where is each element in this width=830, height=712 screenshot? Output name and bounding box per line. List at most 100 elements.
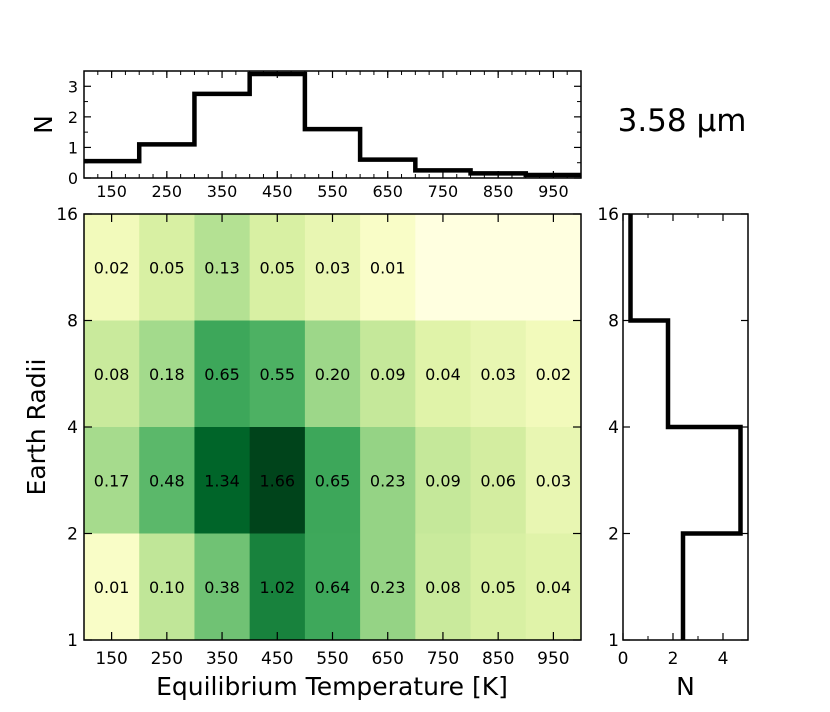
heatmap-cell: [194, 427, 251, 534]
heatmap-x-tick-label: 750: [427, 649, 459, 669]
heatmap-cell: [139, 533, 195, 641]
heatmap-y-tick-label: 8: [67, 312, 78, 332]
heatmap-cell: [360, 427, 416, 534]
heatmap-cell-label: 0.65: [204, 365, 240, 384]
wavelength-label: 3.58 μm: [618, 103, 747, 139]
heatmap-y-tick-label: 16: [56, 205, 78, 225]
top-histogram-y-tick-label: 2: [68, 108, 78, 127]
top-histogram-y-tick-label: 3: [68, 77, 78, 96]
heatmap-cell-label: 0.06: [480, 471, 516, 490]
right-histogram-x-tick-label: 0: [618, 649, 629, 669]
top-histogram-x-tick-label: 450: [262, 182, 293, 201]
right-histogram-y-tick-label: 1: [608, 631, 619, 651]
heatmap-cell: [249, 427, 306, 534]
heatmap-x-tick-label: 850: [482, 649, 514, 669]
heatmap-cell: [470, 320, 527, 428]
heatmap-cell-label: 0.09: [425, 471, 461, 490]
right-histogram-y-tick-label: 4: [608, 418, 619, 438]
top-histogram-x-tick-label: 550: [317, 182, 348, 201]
heatmap-cell-label: 0.10: [149, 578, 185, 597]
heatmap-cell-label: 0.02: [94, 258, 130, 277]
top-histogram-x-tick-label: 850: [483, 182, 514, 201]
heatmap-cell: [249, 533, 306, 641]
top-histogram-y-tick-label: 0: [68, 169, 78, 188]
heatmap-cell: [525, 427, 582, 534]
top-histogram-y-tick-label: 1: [68, 138, 78, 157]
heatmap-cell: [415, 533, 472, 641]
heatmap-x-tick-label: 950: [537, 649, 569, 669]
heatmap-x-axis-label: Equilibrium Temperature [K]: [156, 672, 508, 701]
heatmap-y-tick-label: 1: [67, 631, 78, 651]
heatmap-cell-label: 0.01: [370, 258, 406, 277]
top-histogram: 150 250 350 450 550 650 750 850 950 0 1 2 3N: [29, 70, 582, 201]
heatmap-cell-label: 0.48: [149, 471, 185, 490]
heatmap-cell-label: 0.02: [536, 365, 572, 384]
heatmap-cell-label: 0.03: [480, 365, 516, 384]
heatmap-cell: [470, 427, 527, 534]
heatmap-cell: [360, 320, 416, 428]
heatmap-cell: [304, 533, 361, 641]
heatmap-cell: [194, 533, 251, 641]
heatmap-cell: [194, 214, 251, 321]
heatmap-ticks: 150 250 350 450 550 650 750 850 950 1 2 4 8 16: [56, 205, 581, 669]
right-histogram-y-tick-label: 16: [597, 205, 619, 225]
heatmap-cell: [415, 320, 472, 428]
heatmap-cell: [194, 320, 251, 428]
top-histogram-x-tick-label: 750: [428, 182, 459, 201]
heatmap-cell: [84, 533, 140, 641]
heatmap-cell-label: 0.23: [370, 578, 406, 597]
heatmap-x-tick-label: 350: [206, 649, 238, 669]
heatmap-cell-label: 0.09: [370, 365, 406, 384]
heatmap-cell-label: 0.13: [204, 258, 240, 277]
top-histogram-x-tick-label: 350: [207, 182, 238, 201]
heatmap-cell-label: 0.64: [315, 578, 351, 597]
heatmap-cell-label: 0.04: [425, 365, 461, 384]
heatmap-cell: [360, 214, 416, 321]
heatmap-cell-label: 0.08: [425, 578, 461, 597]
heatmap-cell: [84, 214, 140, 321]
heatmap-cell: [139, 320, 195, 428]
heatmap-cell: [525, 533, 582, 641]
heatmap-cell: [84, 427, 140, 534]
heatmap-cell: [525, 214, 582, 321]
heatmap-cell: [415, 214, 472, 321]
heatmap-y-axis-label: Earth Radii: [22, 359, 51, 496]
heatmap-cell: [470, 214, 527, 321]
heatmap-cell: [304, 320, 361, 428]
top-histogram-step-line: [84, 71, 581, 178]
heatmap-cell: [249, 320, 306, 428]
top-histogram-x-tick-label: 950: [538, 182, 569, 201]
heatmap-cell-label: 0.23: [370, 471, 406, 490]
heatmap-cell-label: 0.08: [94, 365, 130, 384]
right-histogram-x-tick-label: 4: [718, 649, 729, 669]
top-histogram-x-tick-label: 250: [152, 182, 183, 201]
heatmap-x-tick-label: 150: [95, 649, 127, 669]
heatmap-cell-label: 1.66: [259, 471, 295, 490]
right-histogram: 0 2 4 1 2 4 8 16 N: [597, 205, 749, 701]
heatmap-cell-label: 0.65: [315, 471, 351, 490]
top-histogram-x-tick-label: 650: [372, 182, 403, 201]
heatmap-cell-label: 0.04: [536, 578, 572, 597]
heatmap-cell: [304, 214, 361, 321]
heatmap-cell-label: 0.18: [149, 365, 185, 384]
heatmap-x-tick-label: 450: [261, 649, 293, 669]
heatmap-cell-label: 0.03: [315, 258, 351, 277]
top-histogram-y-axis-label: N: [29, 115, 58, 134]
heatmap-cell-label: 0.05: [149, 258, 185, 277]
right-histogram-step-line: [628, 214, 743, 640]
heatmap-cell-label: 0.01: [94, 578, 130, 597]
heatmap-cell-labels: 0.02 0.05 0.13 0.05 0.03 0.01 0.08 0.18 0.65 0.55…: [94, 258, 571, 597]
heatmap-cell: [139, 214, 195, 321]
heatmap-cell-label: 1.34: [204, 471, 240, 490]
heatmap-cell: [360, 533, 416, 641]
right-histogram-x-axis-label: N: [676, 672, 695, 701]
heatmap-cell: [470, 533, 527, 641]
heatmap-cell: [84, 320, 140, 428]
heatmap-cell: [139, 427, 195, 534]
heatmap-cell: [525, 320, 582, 428]
heatmap-cell-label: 0.05: [480, 578, 516, 597]
heatmap-cell: [249, 214, 306, 321]
right-histogram-y-tick-label: 8: [608, 312, 619, 332]
heatmap-x-tick-label: 650: [371, 649, 403, 669]
heatmap-cell-label: 0.38: [204, 578, 240, 597]
